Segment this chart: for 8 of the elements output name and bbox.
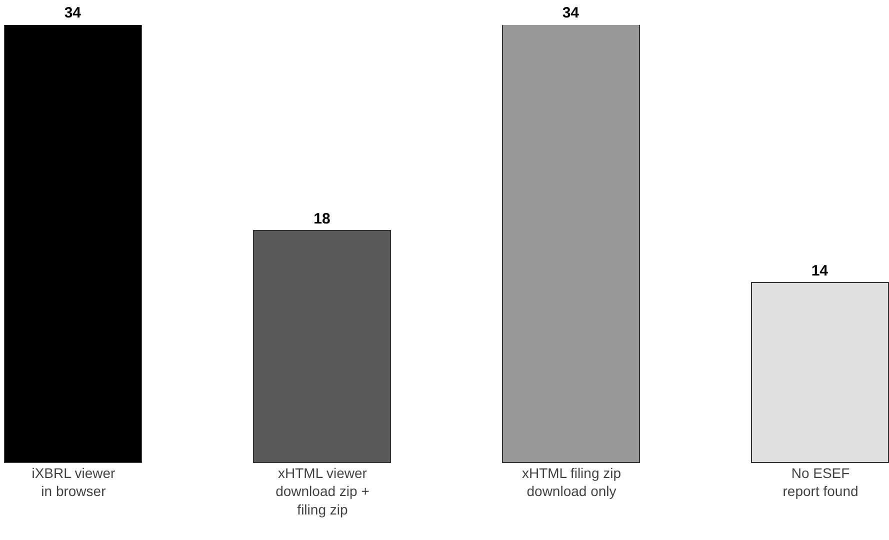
data-label: 14 (811, 262, 829, 280)
x-tick-label: No ESEF report found (782, 465, 858, 500)
x-tick-label: xHTML filing zip download only (522, 465, 622, 500)
x-tick-label: xHTML viewer download zip + filing zip (276, 465, 370, 518)
x-tick-label: iXBRL viewer in browser (32, 465, 116, 500)
data-label: 34 (64, 4, 82, 22)
data-label: 18 (314, 210, 330, 228)
data-label: 34 (562, 4, 580, 22)
